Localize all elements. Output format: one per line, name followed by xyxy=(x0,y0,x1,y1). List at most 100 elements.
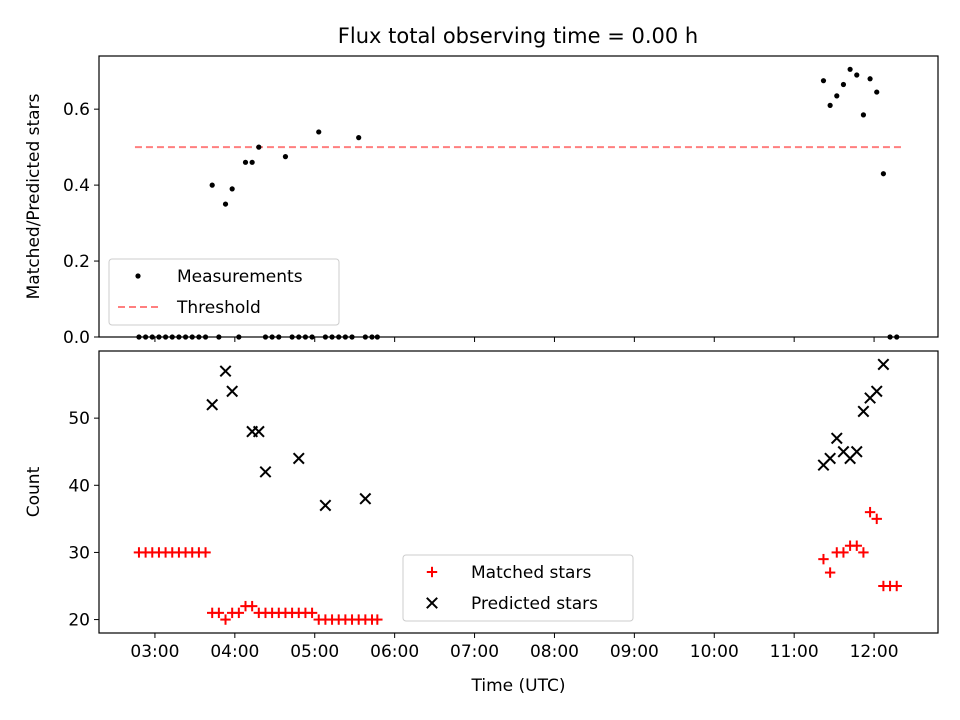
bottom-x-tick-label: 10:00 xyxy=(690,642,739,662)
measurements-point xyxy=(847,66,853,72)
measurements-point xyxy=(834,93,840,99)
chart-title: Flux total observing time = 0.00 h xyxy=(338,24,698,48)
predicted-stars-point-b xyxy=(252,425,265,438)
predicted-stars-point-b xyxy=(857,405,870,418)
matched-stars-point xyxy=(824,567,836,578)
predicted-stars-point xyxy=(226,385,239,398)
bottom-x-tick-label: 04:00 xyxy=(210,642,259,662)
top-y-tick-label: 0.6 xyxy=(63,100,90,120)
predicted-stars-point-b xyxy=(259,465,272,478)
bottom-x-tick-label: 11:00 xyxy=(770,642,819,662)
measurements-legend-label: Measurements xyxy=(177,267,303,287)
predicted-stars-point-b xyxy=(824,452,837,465)
top-y-tick-label: 0.0 xyxy=(63,328,90,348)
predicted-stars-point-b xyxy=(359,492,372,505)
bottom-legend-box xyxy=(402,554,634,622)
measurements-point xyxy=(229,186,235,192)
bottom-y-tick-label: 30 xyxy=(68,543,90,563)
measurements-point xyxy=(316,129,322,135)
matched-stars-point xyxy=(306,607,318,619)
bottom-x-tick-label: 03:00 xyxy=(130,642,179,662)
predicted-stars-point-b xyxy=(226,385,239,398)
measurements-point xyxy=(242,159,249,165)
measurements-point xyxy=(256,144,262,150)
predicted-stars-point xyxy=(292,452,305,465)
predicted-stars-point xyxy=(219,365,232,378)
bottom-y-tick-label: 20 xyxy=(68,611,90,631)
measurements-point xyxy=(249,159,255,165)
predicted-stars-point-b xyxy=(206,398,219,411)
bottom-x-tick-label: 05:00 xyxy=(290,642,339,662)
predicted-stars-point-b xyxy=(830,432,843,445)
measurements-legend-icon xyxy=(135,273,141,279)
predicted-stars-point xyxy=(824,452,837,465)
matched-stars-point xyxy=(891,580,902,592)
measurements-point xyxy=(867,76,873,82)
predicted-stars-point-b xyxy=(877,358,890,371)
measurements-point xyxy=(282,154,289,160)
predicted-stars-legend-icon-b xyxy=(426,597,438,609)
bottom-x-tick-label: 08:00 xyxy=(530,642,579,662)
measurements-point xyxy=(222,201,229,207)
measurements-point xyxy=(820,78,827,84)
predicted-stars-legend-label: Predicted stars xyxy=(471,594,598,614)
measurements-point xyxy=(854,72,860,78)
predicted-stars-point xyxy=(850,445,863,458)
bottom-panel: 20 30 40 50 03:00 04:00 05:00 06:00 07:00 08:00 09… xyxy=(24,350,939,696)
matched-stars-point xyxy=(246,600,258,612)
matched-stars-point xyxy=(851,540,862,551)
matched-stars-point xyxy=(200,547,211,558)
bottom-y-tick-label: 40 xyxy=(68,476,90,496)
matched-stars-point xyxy=(213,607,225,619)
matched-stars-point xyxy=(372,614,383,625)
top-legend-box xyxy=(108,258,340,326)
measurements-point xyxy=(840,81,847,88)
bottom-axes-frame xyxy=(98,350,939,634)
matched-stars-point xyxy=(233,607,245,619)
bottom-x-tick-label: 06:00 xyxy=(370,642,419,662)
predicted-stars-point xyxy=(870,385,883,398)
predicted-stars-point-b xyxy=(292,452,305,465)
predicted-stars-point-b xyxy=(870,385,883,398)
bottom-y-axis-label: Count xyxy=(24,466,44,517)
top-legend: Measurements Threshold xyxy=(108,258,340,326)
matched-stars-point xyxy=(864,506,876,518)
top-y-axis-label: Matched/Predicted stars xyxy=(24,93,44,299)
threshold-legend-label: Threshold xyxy=(176,298,261,318)
predicted-stars-point xyxy=(877,358,890,371)
x-axis-label: Time (UTC) xyxy=(471,676,566,696)
top-y-tick-label: 0.4 xyxy=(63,176,90,196)
measurements-point xyxy=(880,171,886,177)
bottom-x-tick-label: 09:00 xyxy=(610,642,659,662)
predicted-stars-point-b xyxy=(319,499,332,512)
matched-stars-legend-label: Matched stars xyxy=(471,563,591,583)
predicted-stars-point xyxy=(857,405,870,418)
bottom-x-tick-label: 07:00 xyxy=(450,642,499,662)
matched-stars-point xyxy=(220,614,231,625)
predicted-stars-point xyxy=(830,432,843,445)
measurements-point xyxy=(209,182,215,188)
measurements-point xyxy=(860,112,867,118)
matched-stars-legend-icon xyxy=(426,566,438,578)
predicted-stars-point xyxy=(319,499,332,512)
matched-stars-point xyxy=(818,553,829,565)
measurements-point xyxy=(827,102,833,108)
top-y-tick-label: 0.2 xyxy=(63,252,90,272)
predicted-stars-point-b xyxy=(850,445,863,458)
measurements-point xyxy=(356,135,362,141)
top-panel: 0.0 0.2 0.4 0.6 Matched/Predicted stars Measu… xyxy=(24,55,939,348)
matched-stars-point xyxy=(858,547,869,558)
matched-stars-point xyxy=(838,547,849,558)
predicted-stars-point xyxy=(359,492,372,505)
matched-stars-point xyxy=(871,513,882,525)
predicted-stars-legend-icon xyxy=(426,597,438,609)
predicted-stars-point-b xyxy=(837,445,850,458)
bottom-x-tick-label: 12:00 xyxy=(850,642,899,662)
bottom-y-tick-label: 50 xyxy=(68,409,90,429)
measurements-point xyxy=(874,89,880,95)
top-axes-frame xyxy=(98,55,939,338)
predicted-stars-point xyxy=(252,425,265,438)
predicted-stars-point xyxy=(259,465,272,478)
predicted-stars-point-b xyxy=(219,365,232,378)
